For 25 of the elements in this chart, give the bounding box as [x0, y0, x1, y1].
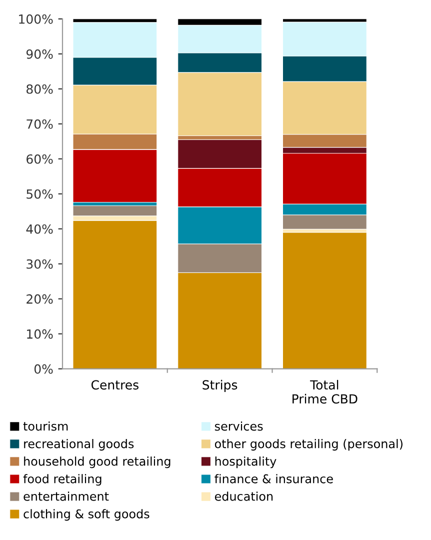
legend-label: tourism: [23, 421, 68, 431]
legend-label: recreational goods: [24, 439, 134, 451]
y-tick-label: 90%: [26, 49, 53, 59]
y-tick-label: 20%: [26, 294, 53, 304]
legend-label: services: [214, 421, 263, 431]
x-tick-label: Total Prime CBD: [292, 380, 358, 404]
y-tick-label: 80%: [26, 84, 53, 94]
x-tick-label: Strips: [202, 380, 238, 392]
y-tick-label: 40%: [26, 224, 53, 234]
x-tick-label: Centres: [91, 380, 138, 390]
y-tick-label: 100%: [19, 14, 53, 24]
legend-label: education: [214, 492, 273, 501]
legend-label: finance & insurance: [214, 474, 333, 484]
legend-label: household good retailing: [24, 456, 170, 468]
y-tick-label: 70%: [26, 119, 53, 129]
y-tick-label: 30%: [26, 259, 53, 269]
legend-label: clothing & soft goods: [24, 509, 150, 521]
legend-label: entertainment: [24, 492, 109, 501]
legend-label: hospitality: [215, 456, 276, 468]
legend-label: food retailing: [23, 474, 102, 486]
legend-label: other goods retailing (personal): [214, 439, 402, 451]
y-tick-label: 50%: [26, 189, 53, 199]
y-tick-label: 60%: [26, 154, 53, 164]
y-tick-label: 10%: [27, 329, 53, 339]
y-tick-label: 0%: [34, 364, 53, 374]
